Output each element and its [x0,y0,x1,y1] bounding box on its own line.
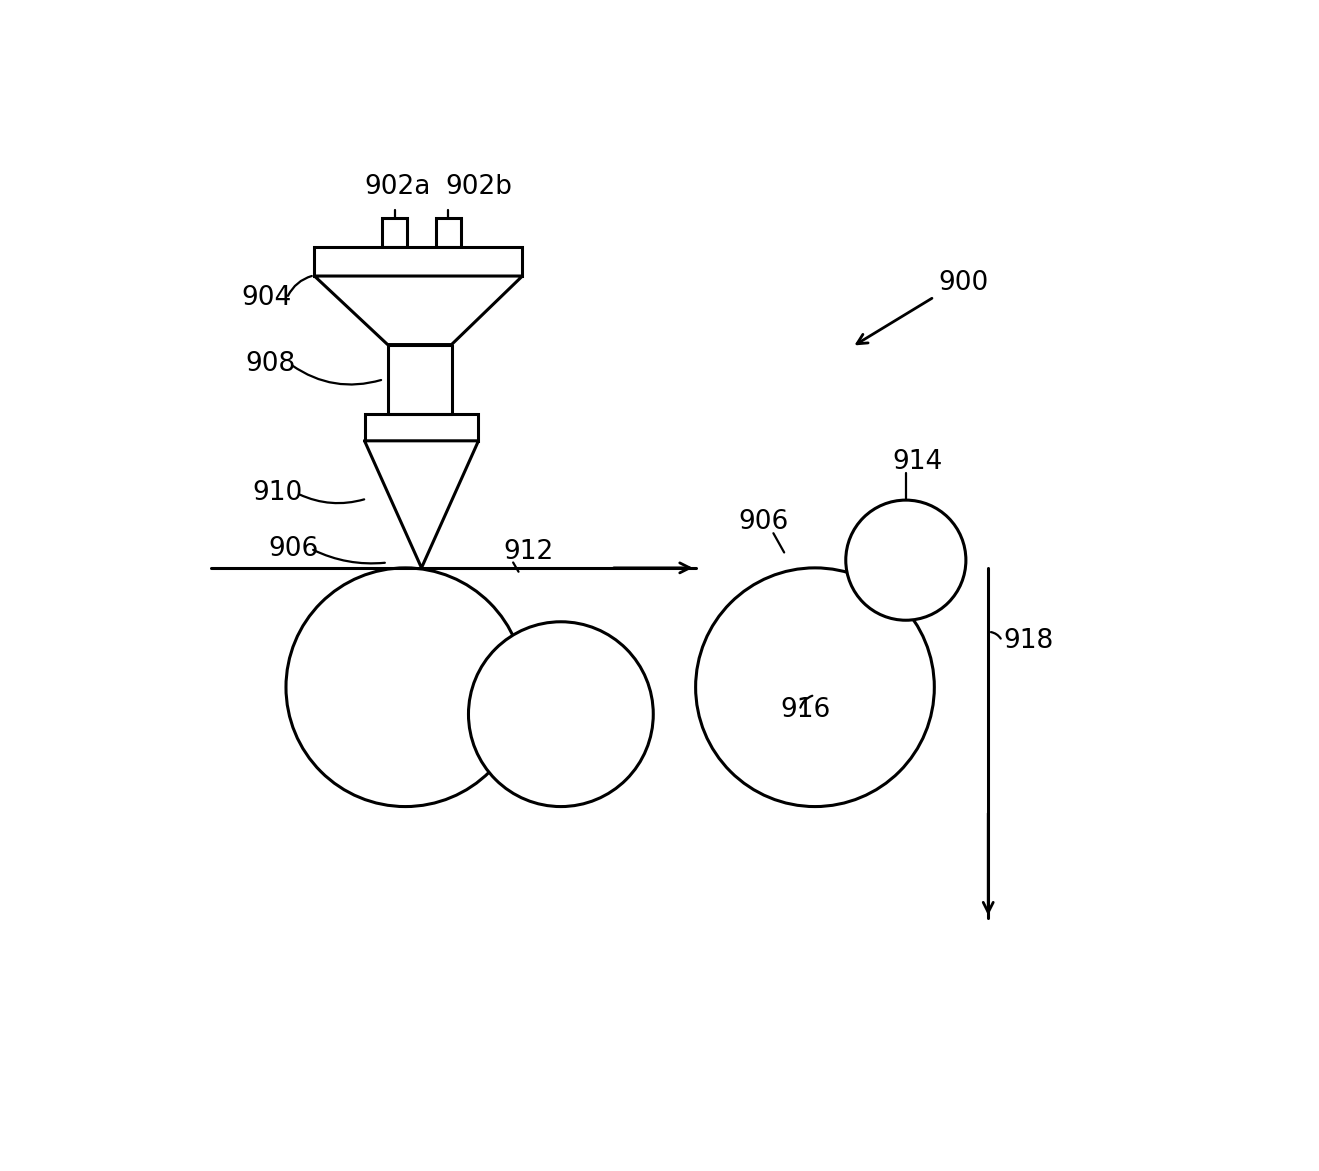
Text: 904: 904 [241,286,291,311]
Text: 900: 900 [938,271,988,296]
Polygon shape [314,276,522,344]
Text: 908: 908 [245,351,295,377]
Bar [364,413,479,440]
Polygon shape [388,344,451,413]
Text: 906: 906 [268,535,318,562]
Text: 916: 916 [781,697,831,724]
Text: 906: 906 [737,508,789,535]
Circle shape [695,568,934,807]
Circle shape [286,568,525,807]
Text: 918: 918 [1004,628,1054,655]
Circle shape [468,622,653,807]
Bar [437,218,460,247]
Text: 902a: 902a [364,173,431,200]
Bar [383,218,406,247]
Text: 914: 914 [892,450,942,475]
Text: 910: 910 [253,480,303,506]
Text: 902b: 902b [446,173,512,200]
Bar [314,247,522,276]
Circle shape [845,500,966,621]
Text: 912: 912 [503,540,554,566]
Polygon shape [364,440,479,568]
